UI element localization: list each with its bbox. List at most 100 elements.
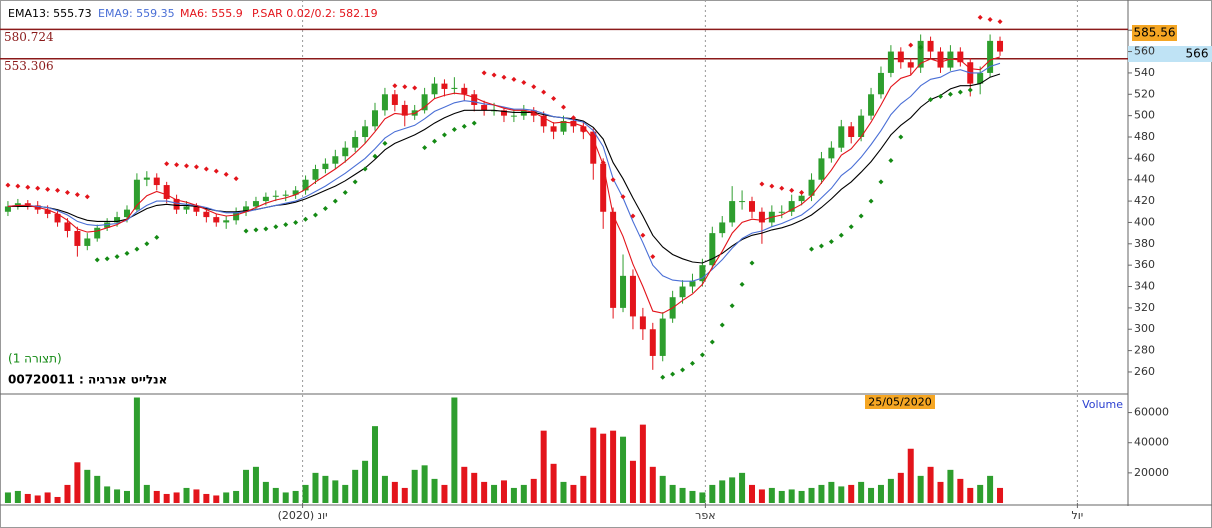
volume-bar — [44, 492, 51, 503]
volume-bar — [481, 481, 488, 503]
sar-dot — [372, 153, 378, 159]
volume-bar — [629, 460, 636, 503]
y-tick-label: 260 — [1134, 365, 1155, 378]
candle-body — [391, 94, 398, 105]
candle-body — [977, 72, 984, 84]
volume-bar — [322, 475, 329, 503]
sar-dot — [937, 93, 943, 99]
volume-bar — [887, 478, 894, 503]
sar-dot — [193, 164, 199, 170]
candle-body — [302, 179, 309, 191]
candle-body — [848, 126, 855, 138]
candle-body — [133, 179, 140, 210]
sar-dot — [809, 246, 815, 252]
volume-bar — [977, 484, 984, 503]
candle-body — [758, 211, 765, 223]
y-tick-label: 480 — [1134, 130, 1155, 143]
sar-dot — [263, 226, 269, 232]
sar-dot — [45, 186, 51, 192]
sar-dot — [947, 91, 953, 97]
sar-dot — [94, 257, 100, 263]
sar-dot — [521, 80, 527, 86]
candle-body — [362, 126, 369, 138]
volume-bar — [461, 466, 468, 503]
volume-bar — [451, 397, 458, 503]
candle-body — [997, 40, 1004, 52]
candle-body — [173, 198, 180, 210]
sar-dot — [828, 239, 834, 245]
volume-bar — [54, 496, 61, 503]
volume-bar — [828, 481, 835, 503]
volume-bar — [292, 490, 299, 503]
candle-body — [610, 211, 617, 308]
candle-body — [4, 206, 11, 212]
sar-dot — [670, 371, 676, 377]
sar-dot — [461, 123, 467, 129]
sar-dot — [928, 97, 934, 103]
candle-body — [233, 211, 240, 221]
sar-dot — [511, 76, 517, 82]
y-tick-label: 40000 — [1134, 436, 1169, 449]
volume-bar — [342, 484, 349, 503]
sar-dot — [144, 241, 150, 247]
sar-dot — [600, 160, 606, 166]
volume-bar — [64, 484, 71, 503]
volume-bar — [749, 484, 755, 503]
sar-dot — [223, 171, 229, 177]
y-tick-label: 500 — [1134, 109, 1155, 122]
volume-bar — [917, 475, 924, 503]
sar-dot — [957, 89, 963, 95]
sar-dot — [997, 19, 1003, 25]
sar-dot — [481, 70, 487, 76]
y-tick-label: 320 — [1134, 301, 1155, 314]
volume-bar — [262, 481, 269, 503]
sar-dot — [610, 177, 616, 183]
volume-bar — [282, 492, 289, 503]
candle-body — [510, 115, 517, 117]
volume-bar — [114, 489, 121, 503]
x-tick-label: יונ (2020) — [278, 509, 328, 522]
candle-body — [877, 72, 884, 95]
sar-dot — [620, 194, 626, 200]
sar-dot — [878, 179, 884, 185]
candle-body — [649, 329, 656, 356]
y-tick-label: 560 — [1134, 45, 1155, 58]
volume-bar — [372, 426, 379, 503]
sar-dot — [174, 162, 180, 168]
sar-dot — [779, 185, 785, 191]
sar-dot — [352, 179, 358, 185]
volume-bar — [947, 469, 954, 503]
candle-body — [272, 195, 279, 197]
sar-dot — [25, 184, 31, 190]
sar-dot — [243, 228, 249, 234]
sar-dot — [501, 74, 507, 80]
candle-body — [897, 51, 904, 63]
sar-dot — [759, 181, 765, 187]
candle-body — [927, 40, 934, 52]
candle-body — [213, 217, 220, 223]
volume-bar — [381, 475, 388, 503]
candle-body — [500, 110, 507, 116]
sar-dot — [709, 339, 715, 345]
sar-dot — [64, 190, 70, 196]
candle-body — [431, 83, 438, 95]
level-label: 580.724 — [4, 30, 54, 44]
sar-dot — [392, 83, 398, 89]
candle-body — [342, 147, 349, 157]
sar-dot — [332, 198, 338, 204]
date-tag: 25/05/2020 — [868, 396, 931, 409]
candle-body — [262, 196, 269, 202]
candle-body — [401, 104, 408, 116]
candle-body — [798, 195, 805, 202]
y-tick-label: 540 — [1134, 66, 1155, 79]
candle-body — [372, 110, 379, 127]
legend-entry: MA6: 555.9 — [180, 7, 243, 20]
sar-dot — [769, 183, 775, 189]
current-price-band — [1128, 46, 1212, 62]
candle-body — [937, 51, 944, 68]
volume-bar — [838, 486, 845, 503]
sar-dot — [630, 213, 636, 219]
sar-dot — [848, 224, 854, 230]
volume-bar — [639, 424, 646, 503]
volume-bar — [768, 487, 775, 503]
